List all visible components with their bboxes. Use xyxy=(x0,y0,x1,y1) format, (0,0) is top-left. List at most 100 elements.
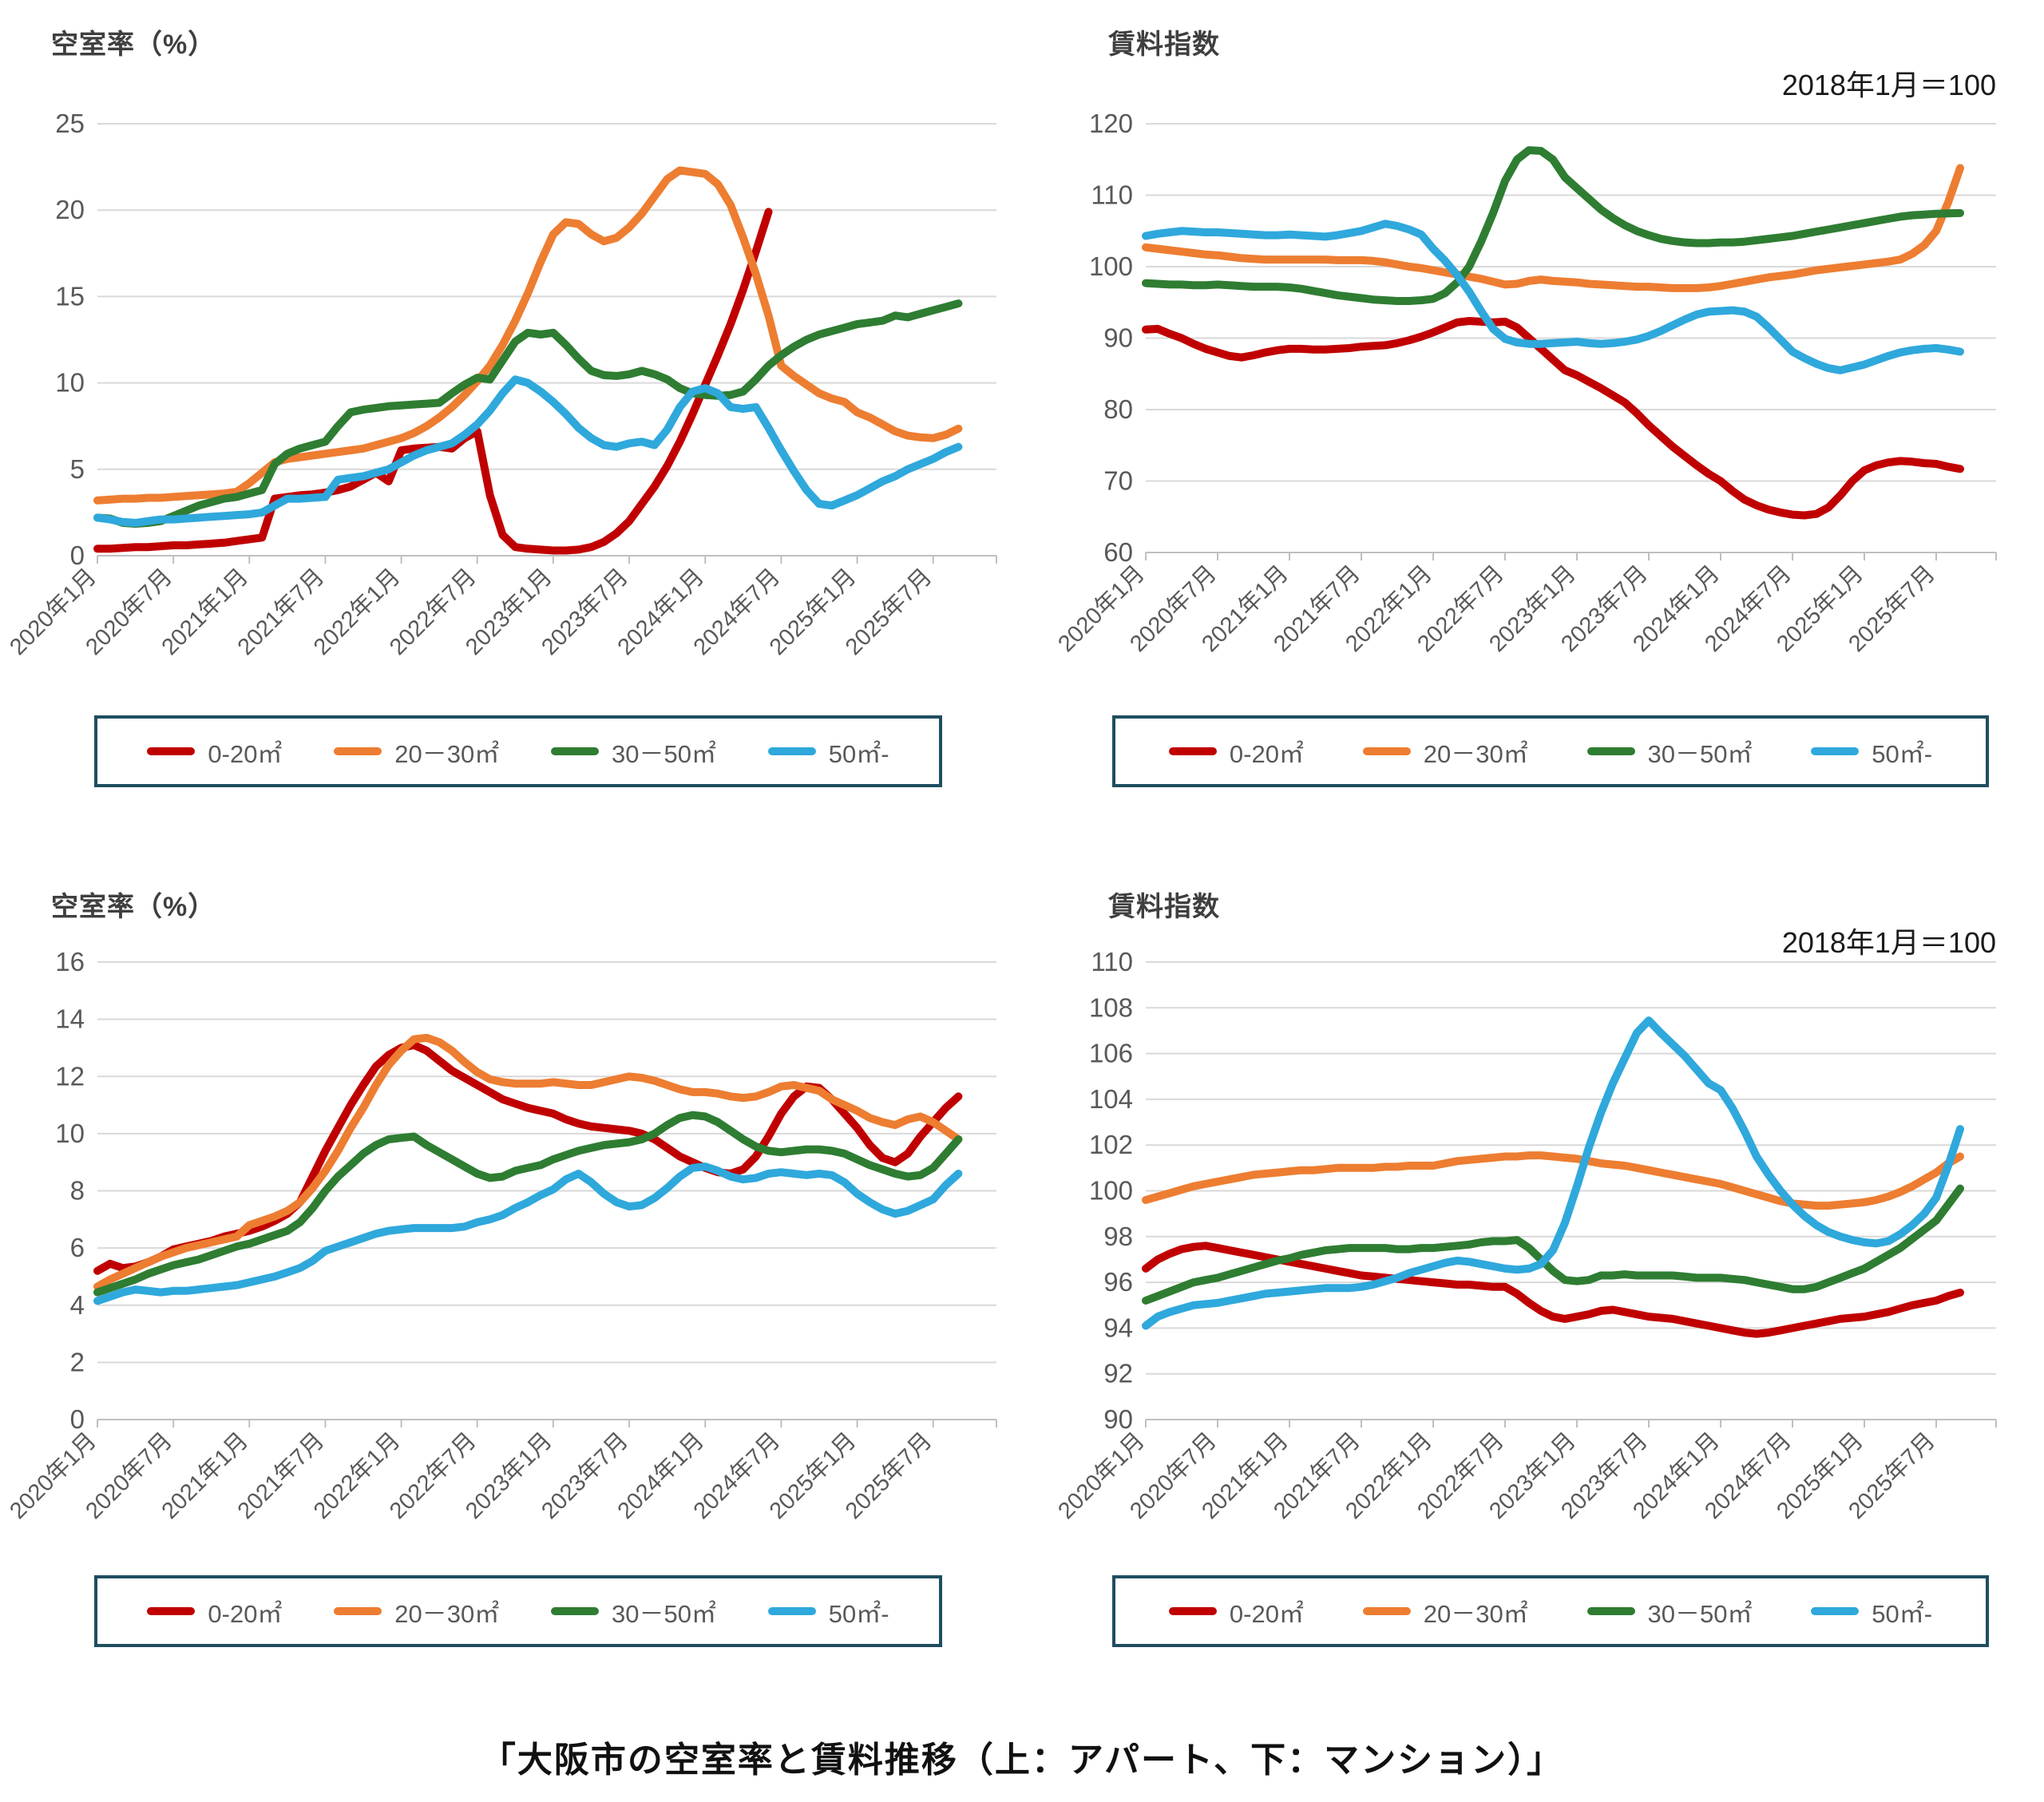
legend-item: 20－30㎡ xyxy=(1362,1594,1528,1630)
legend-swatch-icon xyxy=(334,1607,382,1615)
y-tick-label: 90 xyxy=(1103,323,1133,353)
legend-item: 30－50㎡ xyxy=(551,734,716,770)
y-tick-label: 80 xyxy=(1103,394,1133,424)
y-tick-label: 100 xyxy=(1089,1176,1133,1206)
chart-title-mansion-vacancy: 空室率（%） xyxy=(51,892,216,922)
legend-item: 50㎡- xyxy=(767,1594,889,1630)
legend-item-label: 20－30㎡ xyxy=(1423,739,1528,768)
legend-item: 30－50㎡ xyxy=(1586,1594,1753,1630)
legend-item-label: 0-20㎡ xyxy=(208,739,283,768)
legend-swatch-icon xyxy=(1362,747,1411,755)
chart-mansion-vacancy: 02468101214162020年1月2020年7月2021年1月2021年7… xyxy=(5,947,997,1524)
series-line-50㎡- xyxy=(93,1162,963,1305)
legend-item-label: 50㎡- xyxy=(828,739,889,768)
legend-item-label: 30－50㎡ xyxy=(1647,739,1753,768)
legend-mansion-vacancy: 0-20㎡ 20－30㎡ 30－50㎡ 50㎡- xyxy=(94,1575,942,1647)
y-tick-label: 6 xyxy=(70,1233,85,1262)
series-line-50㎡- xyxy=(1142,1016,1964,1330)
legend-item: 50㎡- xyxy=(767,734,889,770)
y-tick-label: 60 xyxy=(1103,537,1133,567)
legend-swatch-icon xyxy=(1586,747,1635,755)
legend-swatch-icon xyxy=(1811,1607,1860,1615)
series-line-0-20㎡ xyxy=(1142,317,1964,520)
y-tick-label: 10 xyxy=(55,1119,85,1148)
legend-apartment-vacancy: 0-20㎡ 20－30㎡ 30－50㎡ 50㎡- xyxy=(94,715,942,787)
legend-swatch-icon xyxy=(767,747,816,755)
y-tick-label: 15 xyxy=(55,281,85,311)
legend-swatch-icon xyxy=(551,747,599,755)
chart-title-mansion-rent: 賃料指数 xyxy=(1108,892,1220,922)
series-line-20－30㎡ xyxy=(1142,1151,1964,1210)
legend-item-label: 0-20㎡ xyxy=(1229,1599,1304,1628)
series-line-50㎡- xyxy=(1142,220,1964,374)
legend-item-label: 0-20㎡ xyxy=(208,1599,283,1628)
y-tick-label: 104 xyxy=(1089,1084,1133,1114)
legend-item-label: 50㎡- xyxy=(1872,1599,1933,1628)
y-tick-label: 14 xyxy=(55,1004,85,1034)
legend-item-label: 50㎡- xyxy=(828,1599,889,1628)
y-tick-label: 10 xyxy=(55,368,85,398)
y-tick-label: 0 xyxy=(70,1404,85,1434)
y-tick-label: 100 xyxy=(1089,251,1133,281)
legend-item: 0-20㎡ xyxy=(1168,1594,1304,1630)
series-line-30－50㎡ xyxy=(93,299,963,528)
legend-item-label: 20－30㎡ xyxy=(1423,1599,1528,1628)
legend-swatch-icon xyxy=(1168,747,1217,755)
index-note-mansion: 2018年1月＝100 xyxy=(1781,926,1996,959)
legend-item-label: 20－30㎡ xyxy=(394,1599,500,1628)
y-tick-label: 8 xyxy=(70,1176,85,1206)
y-tick-label: 4 xyxy=(70,1290,85,1320)
legend-swatch-icon xyxy=(767,1607,816,1615)
y-tick-label: 102 xyxy=(1089,1130,1133,1159)
legend-apartment-rent: 0-20㎡ 20－30㎡ 30－50㎡ 50㎡- xyxy=(1112,715,1989,787)
legend-item: 20－30㎡ xyxy=(334,1594,499,1630)
series-line-50㎡- xyxy=(93,375,963,527)
y-tick-label: 108 xyxy=(1089,992,1133,1022)
legend-item: 50㎡- xyxy=(1811,734,1932,770)
y-tick-label: 96 xyxy=(1103,1267,1133,1297)
legend-swatch-icon xyxy=(1811,747,1860,755)
series-line-20－30㎡ xyxy=(93,1033,963,1291)
legend-item: 0-20㎡ xyxy=(147,1594,282,1630)
legend-item-label: 0-20㎡ xyxy=(1229,739,1304,768)
legend-swatch-icon xyxy=(1168,1607,1217,1615)
y-tick-label: 94 xyxy=(1103,1313,1133,1342)
legend-item: 0-20㎡ xyxy=(1168,734,1304,770)
chart-title-apartment-rent: 賃料指数 xyxy=(1108,30,1220,60)
series-line-30－50㎡ xyxy=(93,1111,963,1297)
y-tick-label: 90 xyxy=(1103,1404,1133,1434)
chart-apartment-rent-index: 607080901001101202020年1月2020年7月2021年1月20… xyxy=(1053,109,1997,657)
y-tick-label: 25 xyxy=(55,109,85,138)
y-tick-label: 2 xyxy=(70,1347,85,1376)
legend-item: 30－50㎡ xyxy=(551,1594,716,1630)
index-note-apartment: 2018年1月＝100 xyxy=(1781,69,1996,101)
series-line-20－30㎡ xyxy=(1142,164,1964,292)
legend-swatch-icon xyxy=(147,747,196,755)
legend-item: 50㎡- xyxy=(1811,1594,1932,1630)
y-tick-label: 70 xyxy=(1103,466,1133,496)
y-tick-label: 110 xyxy=(1091,180,1133,210)
legend-item-label: 30－50㎡ xyxy=(612,1599,716,1628)
legend-swatch-icon xyxy=(1362,1607,1411,1615)
legend-item: 0-20㎡ xyxy=(147,734,282,770)
legend-mansion-rent: 0-20㎡ 20－30㎡ 30－50㎡ 50㎡- xyxy=(1112,1575,1989,1647)
y-tick-label: 120 xyxy=(1089,109,1133,138)
y-tick-label: 16 xyxy=(55,947,85,976)
series-line-20－30㎡ xyxy=(93,166,963,505)
y-tick-label: 106 xyxy=(1089,1039,1133,1068)
y-tick-label: 5 xyxy=(70,454,85,484)
chart-apartment-vacancy: 05101520252020年1月2020年7月2021年1月2021年7月20… xyxy=(5,109,997,660)
legend-item-label: 30－50㎡ xyxy=(1647,1599,1753,1628)
figure-caption: 「大阪市の空室率と賃料推移（上：アパート、下：マンション）」 xyxy=(480,1741,1564,1780)
y-tick-label: 0 xyxy=(70,541,85,570)
series-line-30－50㎡ xyxy=(1142,1184,1964,1305)
legend-item-label: 50㎡- xyxy=(1872,739,1933,768)
legend-swatch-icon xyxy=(147,1607,196,1615)
y-tick-label: 98 xyxy=(1103,1222,1133,1251)
y-tick-label: 92 xyxy=(1103,1359,1133,1388)
y-tick-label: 110 xyxy=(1091,947,1133,976)
legend-item: 30－50㎡ xyxy=(1586,734,1753,770)
chart-title-apartment-vacancy: 空室率（%） xyxy=(51,30,216,60)
